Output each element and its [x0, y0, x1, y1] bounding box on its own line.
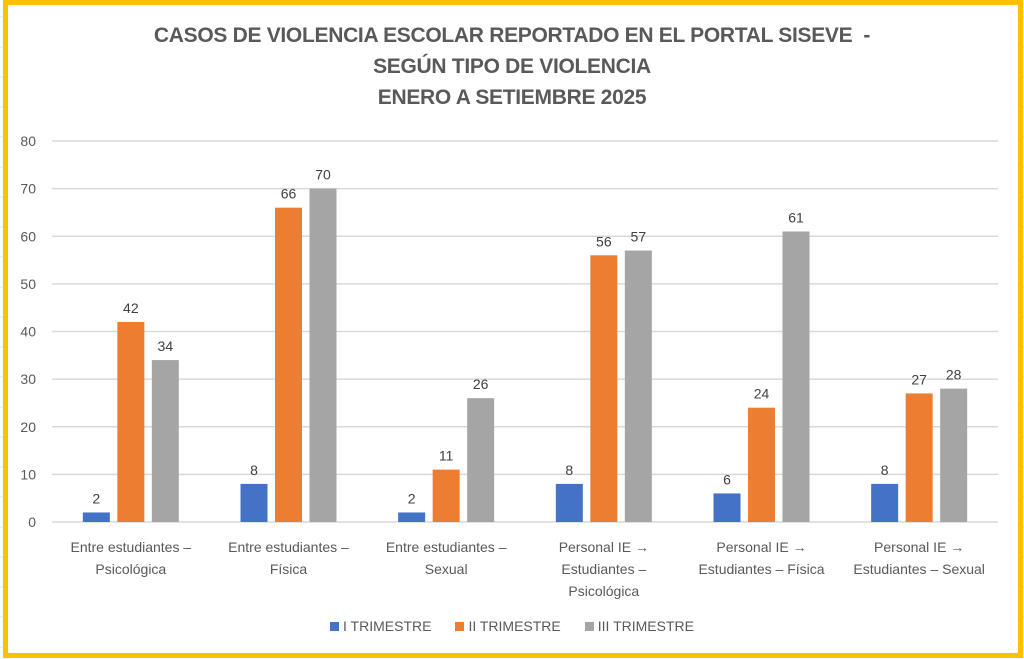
legend-label: II TRIMESTRE [468, 618, 561, 634]
data-label: 34 [158, 338, 174, 354]
x-category-label-line: Física [270, 561, 308, 577]
data-label: 2 [92, 490, 100, 506]
bar-3-2 [309, 188, 337, 522]
bar-1-6 [871, 483, 899, 522]
bar-1-3 [398, 512, 426, 522]
data-label: 24 [754, 386, 770, 402]
data-label: 56 [596, 233, 612, 249]
x-category-label: Entre estudiantes – Sexual [386, 539, 507, 577]
data-label: 66 [281, 186, 297, 202]
bar-2-2 [275, 207, 302, 523]
y-tick-label: 10 [20, 466, 36, 482]
bar-1-5 [713, 493, 741, 522]
data-label: 61 [788, 209, 804, 225]
legend-label: III TRIMESTRE [597, 618, 694, 634]
x-category-label-line: Estudiantes – Sexual [853, 561, 985, 577]
y-tick-label: 70 [20, 181, 36, 197]
data-label: 6 [723, 471, 731, 487]
bar-3-4 [624, 250, 652, 522]
data-label: 11 [439, 448, 454, 464]
y-tick-label: 30 [20, 371, 36, 387]
data-label: 8 [881, 462, 889, 478]
y-tick-label: 50 [20, 276, 36, 292]
bar-1-4 [555, 483, 583, 522]
data-label: 2 [408, 490, 416, 506]
data-label: 42 [123, 300, 139, 316]
legend-item-2: II TRIMESTRE [455, 618, 561, 634]
bar-3-6 [940, 388, 968, 522]
bar-2-1 [117, 321, 145, 522]
y-tick-label: 80 [20, 133, 36, 149]
chart-title-line-2: SEGÚN TIPO DE VIOLENCIA [373, 55, 651, 78]
data-label: 70 [315, 167, 331, 183]
y-tick-label: 0 [28, 514, 36, 530]
y-tick-label: 60 [20, 228, 36, 244]
chart-title-line-1: CASOS DE VIOLENCIA ESCOLAR REPORTADO EN … [153, 24, 871, 47]
x-category-label-line: Psicológica [568, 583, 639, 599]
x-category-label-line: Personal IE → [874, 539, 964, 555]
bar-1-1 [82, 512, 110, 522]
y-tick-label: 40 [20, 324, 36, 340]
x-category-label: Entre estudiantes – Física [228, 539, 349, 577]
legend-item-3: III TRIMESTRE [584, 618, 694, 634]
x-category-label-line: Personal IE → [559, 539, 649, 555]
legend-swatch [455, 621, 465, 631]
legend-swatch [584, 621, 594, 631]
data-label: 28 [946, 367, 962, 383]
bar-3-3 [467, 398, 495, 522]
data-label: 57 [631, 229, 647, 245]
x-category-label-line: Sexual [425, 561, 468, 577]
legend-label: I TRIMESTRE [343, 618, 432, 634]
chart-legend: I TRIMESTRE II TRIMESTRE III TRIMESTRE [0, 618, 1024, 634]
bar-2-6 [905, 393, 933, 522]
bar-2-5 [748, 407, 775, 522]
y-tick-label: 20 [20, 419, 36, 435]
x-category-label-line: Entre estudiantes – [386, 539, 507, 555]
x-category-label-line: Entre estudiantes – [71, 539, 192, 555]
data-label: 8 [565, 462, 573, 478]
x-category-label-line: Estudiantes – Física [698, 561, 824, 577]
data-label: 8 [250, 462, 258, 478]
legend-swatch [330, 621, 340, 631]
x-category-label-line: Estudiantes – [561, 561, 646, 577]
bar-2-4 [590, 255, 618, 523]
x-category-label: Personal IE → Estudiantes – Sexual [853, 539, 985, 577]
data-label: 26 [473, 376, 489, 392]
x-category-label: Personal IE → Estudiantes – Psicológica [559, 539, 649, 599]
chart-title: CASOS DE VIOLENCIA ESCOLAR REPORTADO EN … [0, 20, 1024, 113]
x-category-label-line: Personal IE → [716, 539, 806, 555]
x-category-label: Entre estudiantes – Psicológica [71, 539, 192, 577]
x-category-label-line: Psicológica [95, 561, 166, 577]
data-label: 27 [911, 371, 927, 387]
bar-2-3 [432, 469, 460, 522]
x-category-label: Personal IE → Estudiantes – Física [698, 539, 824, 577]
x-category-label-line: Entre estudiantes – [228, 539, 349, 555]
legend-item-1: I TRIMESTRE [330, 618, 431, 634]
bar-1-2 [240, 483, 268, 522]
bar-3-1 [151, 360, 179, 522]
chart-frame [3, 0, 1023, 658]
chart-title-line-3: ENERO A SETIEMBRE 2025 [377, 86, 647, 109]
bar-3-5 [782, 231, 810, 523]
